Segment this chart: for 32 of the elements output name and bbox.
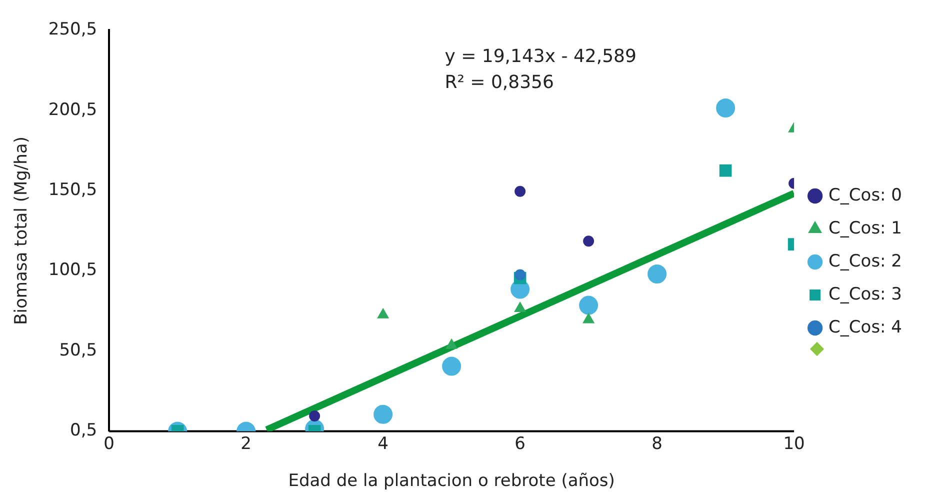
x-tick-label: 6 — [514, 434, 526, 454]
annotation: y = 19,143x - 42,589 — [444, 46, 636, 67]
x-tick-label: 0 — [104, 434, 114, 454]
annotation: R² = 0,8356 — [444, 72, 554, 93]
point — [716, 98, 736, 118]
point — [514, 269, 526, 280]
y-tick-label: 200,5 — [48, 100, 98, 120]
legend-label: C_Cos: 3 — [828, 284, 902, 304]
legend-label: C_Cos: 0 — [828, 185, 902, 206]
y-tick-label: 100,5 — [48, 260, 98, 280]
point — [514, 302, 526, 312]
point — [446, 338, 458, 349]
x-axis-title: Edad de la plantacion o rebrote (años) — [288, 471, 615, 492]
x-tick-label: 10 — [783, 434, 805, 454]
y-tick-label: 0,5 — [70, 420, 98, 441]
point — [719, 164, 732, 177]
point — [582, 313, 594, 324]
point — [583, 236, 594, 247]
y-axis-title: Biomasa total (Mg/ha) — [12, 136, 32, 325]
legend-label: C_Cos: 2 — [828, 251, 902, 272]
point — [377, 308, 389, 318]
point — [579, 296, 598, 315]
x-tick-label: 2 — [240, 434, 252, 454]
x-tick-label: 8 — [652, 434, 662, 454]
y-tick-label: 250,5 — [48, 20, 98, 40]
y-tick-label: 50,5 — [59, 340, 98, 360]
point — [514, 186, 526, 197]
y-tick-label: 150,5 — [48, 180, 98, 200]
x-tick-label: 4 — [378, 434, 388, 454]
legend-label: C_Cos: 4 — [828, 317, 902, 338]
point — [648, 264, 667, 284]
legend-label: C_Cos: 1 — [828, 218, 902, 238]
